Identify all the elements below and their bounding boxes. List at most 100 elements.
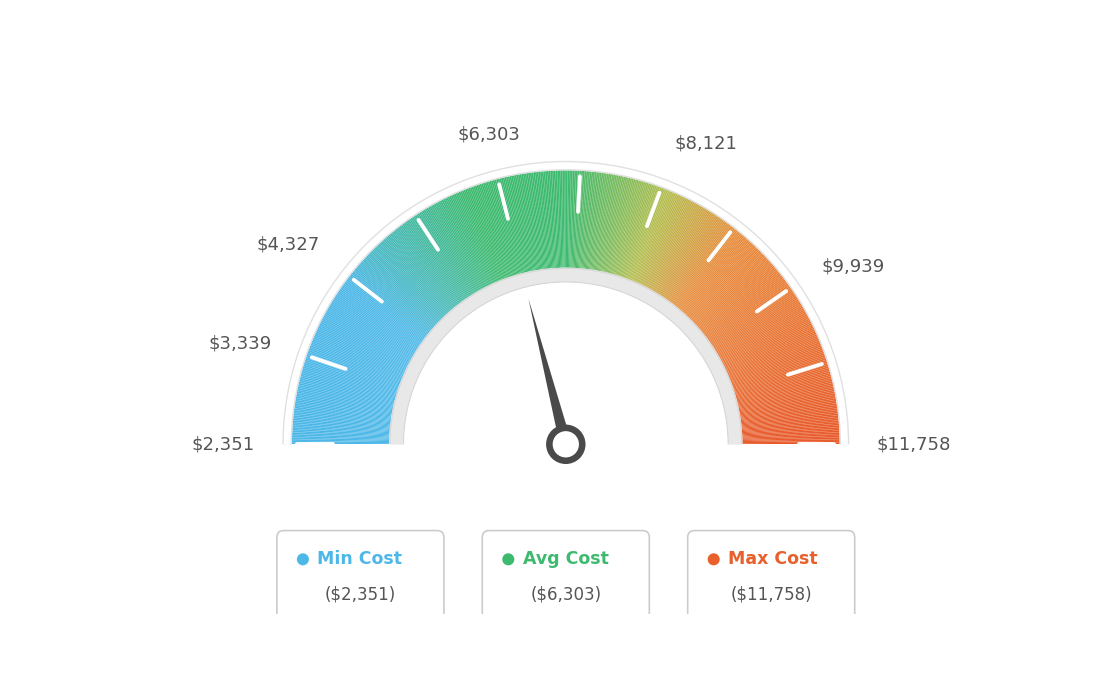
Wedge shape xyxy=(612,180,639,274)
Wedge shape xyxy=(456,193,496,283)
Wedge shape xyxy=(604,177,627,272)
Wedge shape xyxy=(732,353,825,386)
Wedge shape xyxy=(675,229,736,306)
Wedge shape xyxy=(739,384,834,407)
Wedge shape xyxy=(351,273,428,334)
Wedge shape xyxy=(296,395,392,413)
Wedge shape xyxy=(637,194,678,283)
Wedge shape xyxy=(561,170,563,268)
Wedge shape xyxy=(638,195,679,284)
Wedge shape xyxy=(720,309,805,358)
Wedge shape xyxy=(588,172,602,269)
Wedge shape xyxy=(367,255,438,324)
Wedge shape xyxy=(741,413,838,426)
Wedge shape xyxy=(311,340,402,378)
Wedge shape xyxy=(422,210,474,294)
Wedge shape xyxy=(742,428,839,435)
Wedge shape xyxy=(707,279,785,339)
Wedge shape xyxy=(737,378,832,402)
Wedge shape xyxy=(564,170,565,268)
Wedge shape xyxy=(704,274,782,335)
Wedge shape xyxy=(486,181,516,275)
Wedge shape xyxy=(517,175,534,270)
Wedge shape xyxy=(742,439,840,442)
Wedge shape xyxy=(294,417,390,428)
Wedge shape xyxy=(349,277,426,337)
Wedge shape xyxy=(670,224,730,303)
Wedge shape xyxy=(731,346,822,382)
Wedge shape xyxy=(741,402,837,417)
Wedge shape xyxy=(742,437,840,441)
Wedge shape xyxy=(294,412,391,424)
Wedge shape xyxy=(379,244,446,315)
Wedge shape xyxy=(735,370,830,397)
Wedge shape xyxy=(618,183,649,276)
Wedge shape xyxy=(416,214,470,297)
Wedge shape xyxy=(581,171,590,268)
Wedge shape xyxy=(673,227,734,305)
Wedge shape xyxy=(302,368,396,396)
Wedge shape xyxy=(716,302,800,353)
Wedge shape xyxy=(699,263,773,328)
Wedge shape xyxy=(554,170,559,268)
Wedge shape xyxy=(700,267,776,331)
Wedge shape xyxy=(523,174,539,270)
Wedge shape xyxy=(300,375,395,400)
Wedge shape xyxy=(294,410,391,423)
Text: $9,939: $9,939 xyxy=(821,258,884,276)
Wedge shape xyxy=(742,417,838,428)
Wedge shape xyxy=(657,210,708,293)
Wedge shape xyxy=(314,335,404,375)
Wedge shape xyxy=(300,376,395,402)
Wedge shape xyxy=(336,295,417,348)
Wedge shape xyxy=(635,193,675,282)
Wedge shape xyxy=(320,322,407,366)
Wedge shape xyxy=(467,188,502,279)
Wedge shape xyxy=(670,223,729,302)
Wedge shape xyxy=(402,224,461,303)
Wedge shape xyxy=(312,339,403,377)
Wedge shape xyxy=(437,202,484,288)
Wedge shape xyxy=(447,197,490,285)
Wedge shape xyxy=(646,200,692,288)
Wedge shape xyxy=(431,205,480,290)
Wedge shape xyxy=(308,350,400,384)
Wedge shape xyxy=(573,170,577,268)
Wedge shape xyxy=(293,420,390,430)
Wedge shape xyxy=(461,190,500,281)
Wedge shape xyxy=(583,172,593,268)
Wedge shape xyxy=(297,393,392,413)
Wedge shape xyxy=(701,268,777,332)
Wedge shape xyxy=(454,194,495,283)
Wedge shape xyxy=(424,210,475,293)
Text: $2,351: $2,351 xyxy=(192,435,255,453)
Wedge shape xyxy=(296,396,392,415)
Wedge shape xyxy=(627,187,661,279)
Wedge shape xyxy=(691,252,762,321)
Wedge shape xyxy=(301,373,395,400)
Wedge shape xyxy=(703,273,781,334)
Wedge shape xyxy=(665,217,720,298)
Wedge shape xyxy=(506,177,529,272)
Wedge shape xyxy=(576,171,583,268)
Wedge shape xyxy=(328,308,413,357)
Wedge shape xyxy=(545,171,553,268)
Wedge shape xyxy=(552,170,558,268)
Wedge shape xyxy=(586,172,598,269)
Wedge shape xyxy=(655,208,705,293)
Wedge shape xyxy=(508,177,530,272)
Wedge shape xyxy=(293,428,390,435)
Wedge shape xyxy=(728,333,817,373)
Wedge shape xyxy=(549,171,555,268)
Wedge shape xyxy=(471,186,506,279)
Wedge shape xyxy=(683,240,750,313)
Text: $6,303: $6,303 xyxy=(457,125,520,144)
Wedge shape xyxy=(697,261,771,326)
Wedge shape xyxy=(304,363,397,393)
Wedge shape xyxy=(411,218,467,299)
Wedge shape xyxy=(594,174,611,270)
Wedge shape xyxy=(652,206,702,291)
Wedge shape xyxy=(343,284,423,342)
Wedge shape xyxy=(719,306,804,356)
Wedge shape xyxy=(389,235,453,310)
